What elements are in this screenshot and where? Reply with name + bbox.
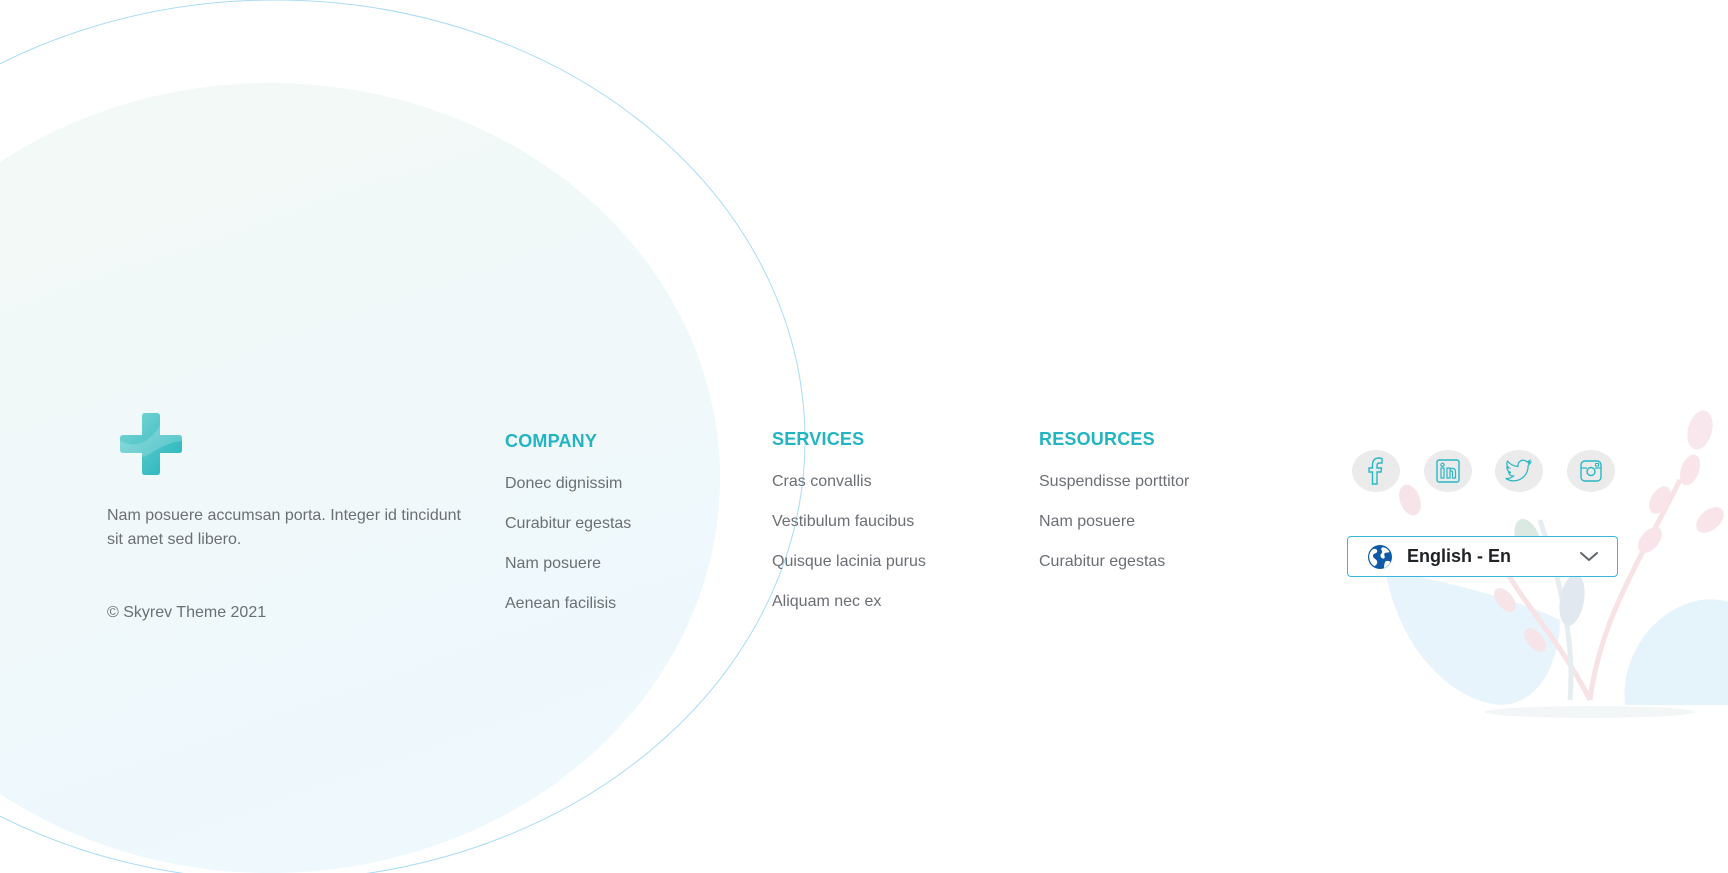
- footer-link[interactable]: Cras convallis: [772, 473, 872, 490]
- language-select[interactable]: English - En: [1347, 536, 1618, 577]
- linkedin-icon: [1436, 459, 1460, 483]
- column-heading: COMPANY: [505, 431, 598, 451]
- footer-link[interactable]: Suspendisse porttitor: [1039, 473, 1190, 490]
- footer-link[interactable]: Vestibulum faucibus: [772, 513, 915, 530]
- facebook-button[interactable]: [1352, 450, 1400, 492]
- footer-link[interactable]: Quisque lacinia purus: [772, 553, 926, 570]
- brand-logo[interactable]: [120, 413, 182, 475]
- footer-link[interactable]: Aenean facilisis: [505, 595, 617, 612]
- footer-about-text: Nam posuere accumsan porta. Integer id t…: [107, 507, 461, 548]
- footer-column-services: SERVICES Cras convallis Vestibulum fauci…: [772, 427, 926, 610]
- column-heading: SERVICES: [772, 429, 865, 449]
- footer-link[interactable]: Nam posuere: [505, 555, 602, 572]
- language-selected-value: English - En: [1407, 546, 1512, 566]
- instagram-icon: [1580, 460, 1602, 482]
- footer-link[interactable]: Aliquam nec ex: [772, 593, 882, 610]
- footer-link[interactable]: Nam posuere: [1039, 513, 1136, 530]
- globe-icon: [1368, 544, 1392, 569]
- copyright-text: © Skyrev Theme 2021: [107, 604, 267, 621]
- footer-link[interactable]: Curabitur egestas: [1039, 553, 1166, 570]
- linkedin-button[interactable]: [1424, 450, 1472, 492]
- footer-column-company: COMPANY Donec dignissim Curabitur egesta…: [505, 429, 631, 612]
- footer-column-resources: RESOURCES Suspendisse porttitor Nam posu…: [1039, 427, 1189, 570]
- twitter-button[interactable]: [1495, 450, 1543, 492]
- chevron-down-icon[interactable]: [1579, 549, 1599, 565]
- footer-link[interactable]: Curabitur egestas: [505, 515, 632, 532]
- instagram-button[interactable]: [1567, 450, 1615, 492]
- column-heading: RESOURCES: [1039, 429, 1155, 449]
- twitter-icon: [1505, 459, 1533, 482]
- facebook-icon: [1368, 457, 1383, 485]
- footer-link[interactable]: Donec dignissim: [505, 475, 623, 492]
